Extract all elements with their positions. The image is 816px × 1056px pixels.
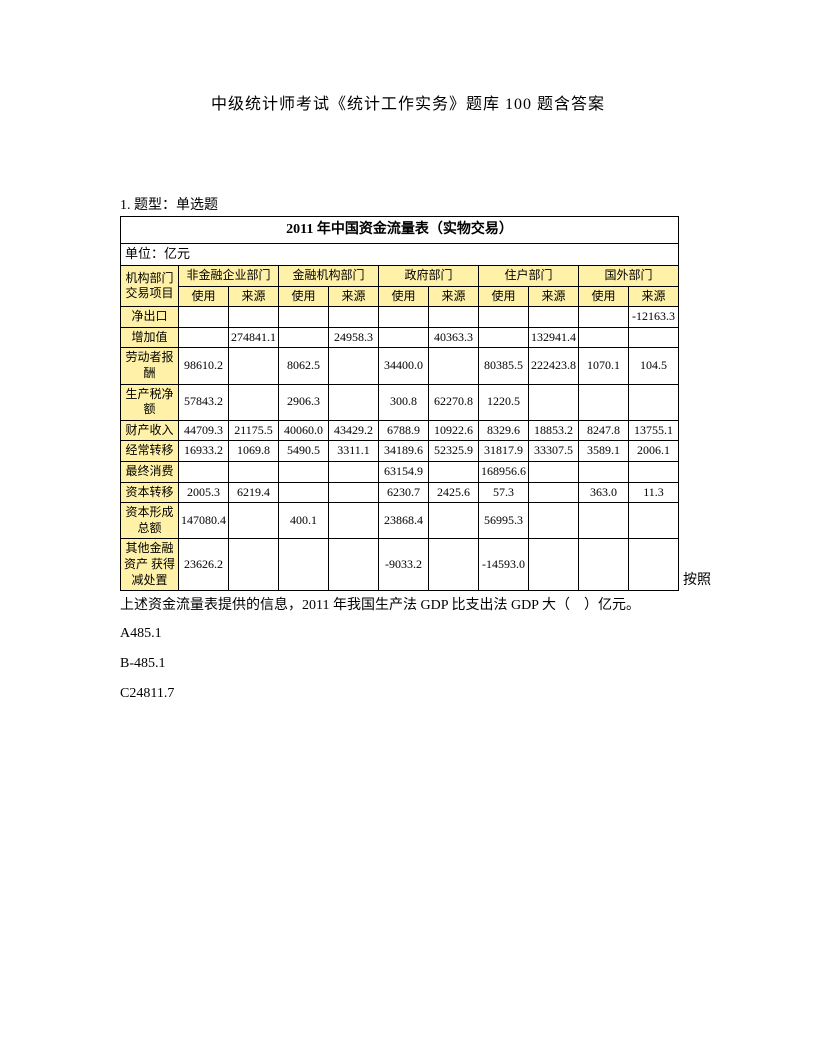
subcol: 使用	[179, 286, 229, 307]
option-c[interactable]: C24811.7	[120, 686, 696, 702]
subcol: 来源	[429, 286, 479, 307]
sector-2: 政府部门	[379, 266, 479, 287]
table-row: 净出口 -12163.3	[121, 307, 679, 328]
subcol: 使用	[479, 286, 529, 307]
table-row: 劳动者报酬 98610.2 8062.5 34400.0 80385.52224…	[121, 348, 679, 384]
subcol: 来源	[229, 286, 279, 307]
row-label: 财产收入	[121, 420, 179, 441]
subcol: 来源	[529, 286, 579, 307]
table-row: 资本转移 2005.36219.4 6230.72425.6 57.3 363.…	[121, 482, 679, 503]
row-label: 其他金融资产 获得减处置	[121, 539, 179, 591]
table-unit: 单位：亿元	[121, 244, 679, 266]
table-row: 经常转移 16933.21069.8 5490.53311.1 34189.65…	[121, 441, 679, 462]
row-label: 最终消费	[121, 462, 179, 483]
row-label: 生产税净额	[121, 384, 179, 420]
option-b[interactable]: B-485.1	[120, 656, 696, 672]
sector-3: 住户部门	[479, 266, 579, 287]
row-label: 经常转移	[121, 441, 179, 462]
table-row: 资本形成总额 147080.4 400.1 23868.4 56995.3	[121, 503, 679, 539]
row-label: 劳动者报酬	[121, 348, 179, 384]
option-a[interactable]: A485.1	[120, 626, 696, 642]
row-label: 净出口	[121, 307, 179, 328]
question-text: 上述资金流量表提供的信息，2011 年我国生产法 GDP 比支出法 GDP 大（…	[120, 593, 696, 618]
table-row: 增加值 274841.1 24958.3 40363.3 132941.4	[121, 327, 679, 348]
funds-flow-table: 2011 年中国资金流量表（实物交易） 单位：亿元 机构部门 交易项目 非金融企…	[120, 216, 679, 591]
row-label: 资本形成总额	[121, 503, 179, 539]
rowhead-corner: 机构部门 交易项目	[121, 266, 179, 307]
row-label: 增加值	[121, 327, 179, 348]
sector-0: 非金融企业部门	[179, 266, 279, 287]
subcol: 来源	[629, 286, 679, 307]
table-row: 其他金融资产 获得减处置 23626.2 -9033.2 -14593.0	[121, 539, 679, 591]
question-meta: 1. 题型：单选题	[120, 194, 696, 214]
subcol: 来源	[329, 286, 379, 307]
options-block: A485.1 B-485.1 C24811.7	[120, 626, 696, 702]
table-row: 最终消费 63154.9 168956.6	[121, 462, 679, 483]
subcol: 使用	[579, 286, 629, 307]
page-title: 中级统计师考试《统计工作实务》题库 100 题含答案	[120, 90, 696, 114]
subcol: 使用	[279, 286, 329, 307]
table-row: 生产税净额 57843.2 2906.3 300.862270.8 1220.5	[121, 384, 679, 420]
table-title: 2011 年中国资金流量表（实物交易）	[121, 217, 679, 244]
row-label: 资本转移	[121, 482, 179, 503]
sector-4: 国外部门	[579, 266, 679, 287]
sector-1: 金融机构部门	[279, 266, 379, 287]
subcol: 使用	[379, 286, 429, 307]
inline-after-table: 按照	[683, 569, 711, 589]
table-row: 财产收入 44709.321175.5 40060.043429.2 6788.…	[121, 420, 679, 441]
